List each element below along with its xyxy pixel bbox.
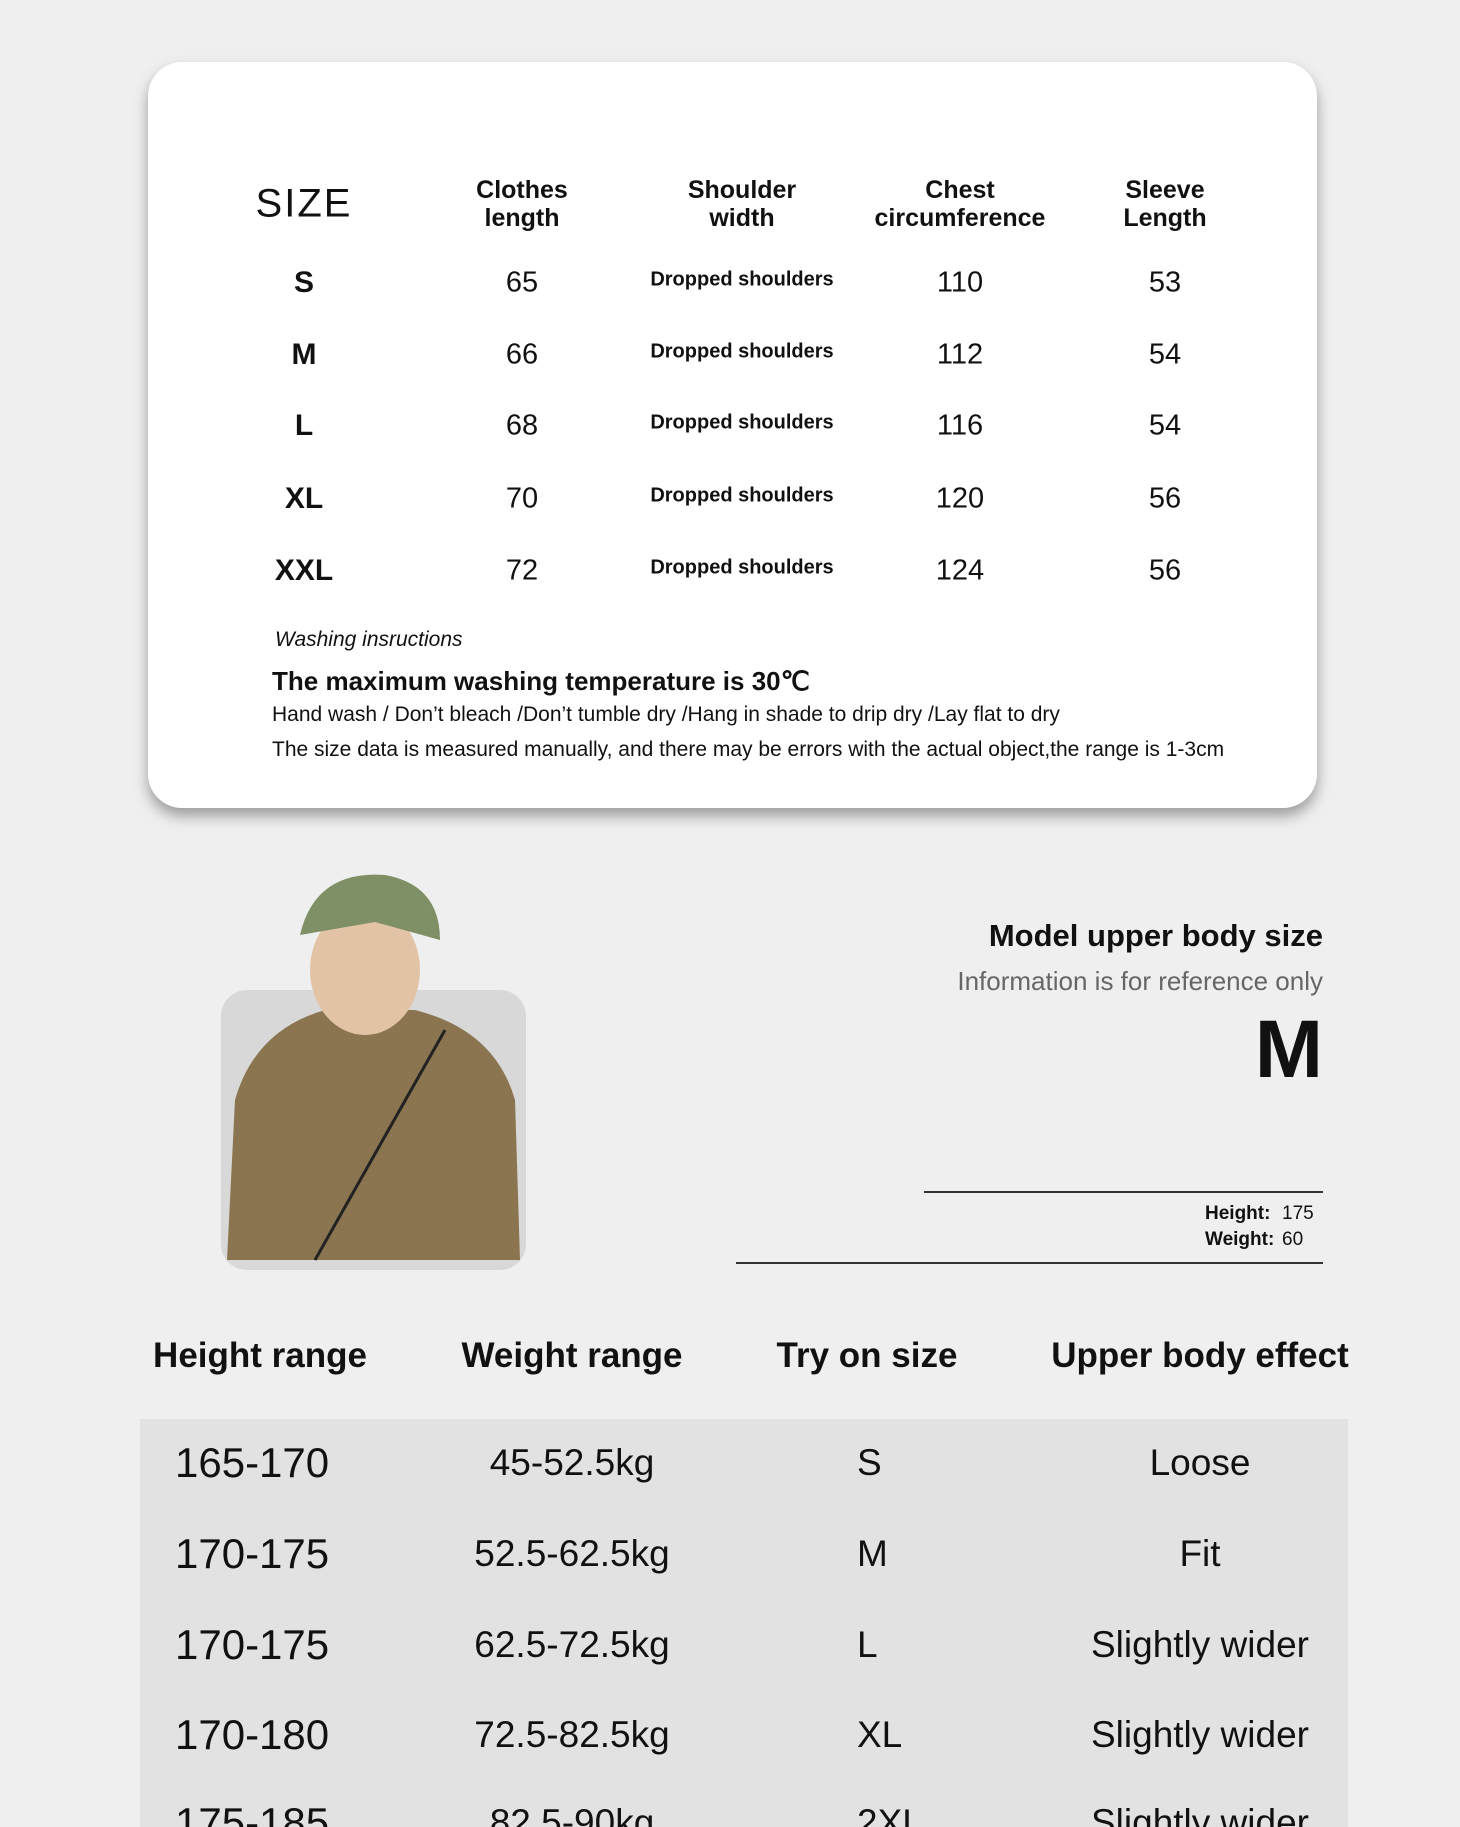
washing-label: Washing insructions bbox=[275, 628, 463, 651]
model-photo bbox=[221, 874, 526, 1270]
size-header: Sleeve Length bbox=[1123, 176, 1207, 232]
fit-cell: 170-175 bbox=[175, 1621, 330, 1668]
fit-header: Weight range bbox=[461, 1336, 683, 1375]
model-title: Model upper body size bbox=[988, 918, 1323, 953]
size-cell: 54 bbox=[1148, 338, 1182, 371]
height-label: Height: bbox=[1205, 1203, 1271, 1224]
size-cell: XL bbox=[284, 482, 324, 515]
fit-header: Upper body effect bbox=[1051, 1336, 1349, 1375]
washing-temperature: The maximum washing temperature is 30℃ bbox=[272, 666, 810, 696]
size-cell: 112 bbox=[936, 338, 984, 371]
fit-header: Try on size bbox=[776, 1336, 958, 1375]
fit-cell: 170-175 bbox=[175, 1530, 330, 1577]
size-card bbox=[148, 62, 1317, 808]
fit-cell: 2XL bbox=[857, 1802, 923, 1827]
height-value: 175 bbox=[1282, 1203, 1314, 1224]
size-cell: 53 bbox=[1148, 266, 1182, 299]
fit-cell: Slightly wider bbox=[1091, 1802, 1309, 1827]
fit-cell: 72.5-82.5kg bbox=[474, 1714, 670, 1755]
fit-cell: 62.5-72.5kg bbox=[474, 1624, 670, 1665]
size-header: Chest circumference bbox=[874, 176, 1046, 232]
size-cell: 54 bbox=[1148, 409, 1182, 442]
size-header: Shoulder width bbox=[687, 176, 797, 232]
size-cell: M bbox=[291, 338, 317, 371]
size-cell: Dropped shoulders bbox=[650, 484, 834, 507]
fit-cell: S bbox=[857, 1442, 882, 1483]
size-header: SIZE bbox=[255, 181, 353, 226]
size-cell: Dropped shoulders bbox=[650, 411, 834, 434]
size-cell: Dropped shoulders bbox=[650, 556, 834, 579]
washing-care: Hand wash / Don’t bleach /Don’t tumble d… bbox=[272, 703, 1060, 726]
fit-cell: 165-170 bbox=[175, 1439, 330, 1486]
fit-cell: M bbox=[857, 1533, 888, 1574]
cap bbox=[300, 874, 440, 940]
fit-cell: 45-52.5kg bbox=[489, 1442, 655, 1483]
size-cell: 56 bbox=[1148, 554, 1182, 587]
size-cell: Dropped shoulders bbox=[650, 340, 834, 363]
fit-cell: L bbox=[857, 1624, 878, 1665]
size-cell: 70 bbox=[505, 482, 539, 515]
size-cell: 56 bbox=[1148, 482, 1182, 515]
model-subtitle: Information is for reference only bbox=[957, 966, 1323, 996]
size-note: The size data is measured manually, and … bbox=[272, 738, 1225, 761]
size-cell: 124 bbox=[935, 554, 985, 587]
weight-value: 60 bbox=[1282, 1229, 1304, 1250]
rule bbox=[736, 1262, 1323, 1264]
fit-cell: 175-185 bbox=[175, 1799, 330, 1827]
weight-label: Weight: bbox=[1205, 1229, 1275, 1250]
fit-cell: Fit bbox=[1179, 1533, 1221, 1574]
fit-cell: Slightly wider bbox=[1091, 1624, 1309, 1665]
size-cell: 116 bbox=[936, 409, 984, 442]
size-cell: 110 bbox=[936, 266, 984, 299]
rule bbox=[924, 1191, 1323, 1193]
size-cell: 65 bbox=[505, 266, 539, 299]
fit-cell: XL bbox=[857, 1714, 903, 1755]
size-cell: L bbox=[294, 409, 314, 442]
model-size: M bbox=[1254, 1004, 1323, 1095]
size-cell: Dropped shoulders bbox=[650, 268, 834, 291]
size-header: Clothes length bbox=[476, 176, 568, 232]
fit-cell: 82.5-90kg bbox=[489, 1802, 655, 1827]
fit-cell: 170-180 bbox=[175, 1711, 330, 1758]
strap bbox=[313, 1029, 447, 1261]
size-cell: XXL bbox=[274, 554, 334, 587]
fit-cell: Loose bbox=[1149, 1442, 1251, 1483]
hoodie bbox=[227, 1010, 520, 1260]
face bbox=[310, 905, 420, 1035]
size-cell: 68 bbox=[505, 409, 539, 442]
fit-table-band bbox=[140, 1419, 1348, 1827]
size-cell: 66 bbox=[505, 338, 539, 371]
size-cell: 120 bbox=[935, 482, 985, 515]
fit-cell: 52.5-62.5kg bbox=[474, 1533, 670, 1574]
size-cell: S bbox=[293, 266, 315, 299]
size-cell: 72 bbox=[505, 554, 539, 587]
fit-header: Height range bbox=[153, 1336, 367, 1375]
fit-cell: Slightly wider bbox=[1091, 1714, 1309, 1755]
